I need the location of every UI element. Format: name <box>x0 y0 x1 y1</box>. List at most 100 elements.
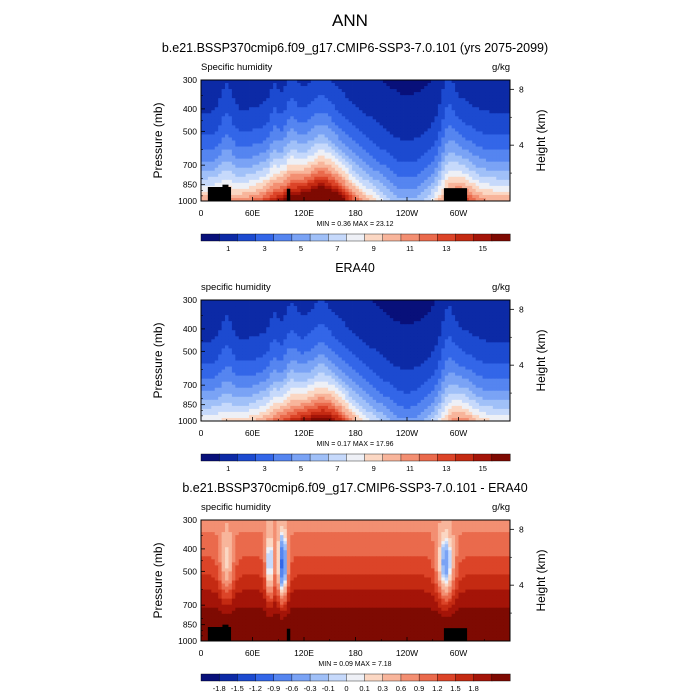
field-cell <box>503 333 507 337</box>
field-cell <box>348 321 353 325</box>
field-cell <box>211 146 216 150</box>
field-cell <box>283 128 288 132</box>
field-cell <box>355 101 360 105</box>
field-cell <box>228 128 233 132</box>
field-cell <box>400 128 404 132</box>
field-cell <box>259 327 264 331</box>
field-cell <box>286 104 291 108</box>
field-cell <box>317 176 322 181</box>
field-cell <box>273 89 277 93</box>
field-cell <box>228 164 233 169</box>
field-cell <box>386 194 391 199</box>
field-cell <box>431 324 435 328</box>
field-cell <box>352 182 356 187</box>
field-cell <box>424 137 428 141</box>
field-cell <box>341 324 346 328</box>
field-cell <box>413 158 418 163</box>
field-cell <box>461 98 466 102</box>
field-cell <box>362 155 367 160</box>
field-cell <box>434 333 439 337</box>
field-cell <box>492 161 497 166</box>
field-cell <box>475 101 480 105</box>
field-cell <box>444 309 449 313</box>
field-cell <box>393 140 398 144</box>
field-cell <box>365 197 370 202</box>
field-cell <box>345 125 350 129</box>
field-cell <box>307 80 312 84</box>
field-cell <box>369 152 374 157</box>
field-cell <box>207 161 212 166</box>
field-cell <box>334 300 339 304</box>
field-cell <box>324 321 329 325</box>
field-cell <box>290 143 295 147</box>
field-cell <box>413 86 418 90</box>
field-cell <box>214 321 219 325</box>
field-cell <box>201 300 205 304</box>
field-cell <box>221 327 226 331</box>
field-cell <box>269 119 274 123</box>
field-cell <box>255 303 260 307</box>
field-cell <box>245 131 250 135</box>
field-cell <box>266 339 271 343</box>
field-cell <box>307 300 312 304</box>
field-cell <box>365 110 370 114</box>
field-cell <box>334 318 339 322</box>
field-cell <box>297 315 301 319</box>
field-cell <box>389 336 394 340</box>
field-cell <box>458 185 463 190</box>
field-cell <box>437 306 442 310</box>
field-cell <box>238 107 243 111</box>
field-cell <box>321 137 325 141</box>
field-cell <box>300 152 305 157</box>
field-cell <box>228 324 233 328</box>
field-cell <box>451 324 456 328</box>
field-cell <box>201 167 205 172</box>
field-cell <box>468 107 473 111</box>
field-cell <box>400 104 404 108</box>
field-cell <box>410 182 415 187</box>
field-cell <box>321 113 325 117</box>
field-cell <box>431 179 435 184</box>
field-cell <box>492 146 497 150</box>
field-cell <box>506 191 511 196</box>
field-cell <box>352 197 356 202</box>
field-cell <box>382 155 387 160</box>
field-cell <box>499 324 504 328</box>
field-cell <box>348 315 353 319</box>
field-cell <box>396 312 401 316</box>
field-cell <box>444 158 449 163</box>
field-cell <box>238 101 243 105</box>
field-cell <box>235 318 240 322</box>
y2-tick-label: 8 <box>519 84 524 94</box>
field-cell <box>338 342 343 346</box>
field-cell <box>259 336 264 340</box>
field-cell <box>321 300 325 304</box>
field-cell <box>300 324 305 328</box>
field-cell <box>293 155 298 160</box>
field-cell <box>506 158 511 163</box>
field-cell <box>338 140 343 144</box>
field-cell <box>434 83 439 87</box>
field-cell <box>382 125 387 129</box>
field-cell <box>266 191 271 196</box>
field-cell <box>304 170 308 175</box>
field-cell <box>345 170 350 175</box>
field-cell <box>369 185 374 190</box>
field-cell <box>503 309 507 313</box>
field-cell <box>348 146 353 150</box>
field-cell <box>228 167 233 172</box>
field-cell <box>437 330 442 334</box>
field-cell <box>304 92 308 96</box>
field-cell <box>245 309 250 313</box>
field-cell <box>338 152 343 157</box>
field-cell <box>279 161 284 166</box>
field-cell <box>334 107 339 111</box>
field-cell <box>431 339 435 343</box>
field-cell <box>389 167 394 172</box>
field-cell <box>389 303 394 307</box>
field-cell <box>297 140 301 144</box>
field-cell <box>242 324 247 328</box>
field-cell <box>372 101 377 105</box>
field-cell <box>235 182 240 187</box>
field-cell <box>458 134 463 138</box>
